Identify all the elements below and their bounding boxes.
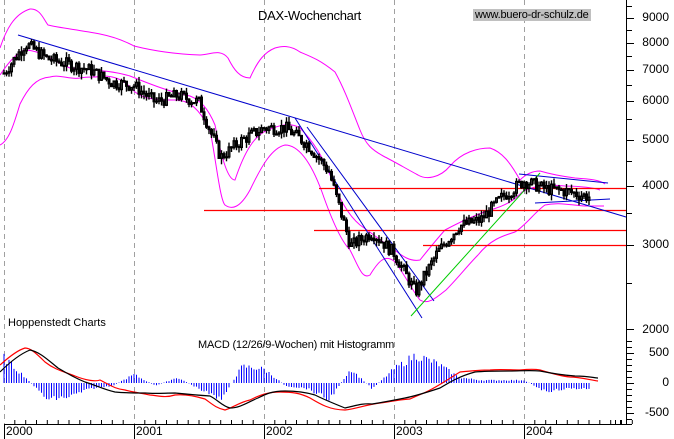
- price-tick-5000: 5000: [642, 132, 669, 146]
- bollinger-bands: [0, 8, 606, 303]
- bollinger-upper: [0, 8, 606, 185]
- year-label-2001: 2001: [136, 424, 163, 438]
- price-tick-7000: 7000: [642, 62, 669, 76]
- macd-line: [0, 349, 599, 409]
- price-tick-6000: 6000: [642, 93, 669, 107]
- macd-panel-title: MACD (12/26/9-Wochen) mit Histogramm: [198, 339, 395, 351]
- downtrend-channel-lower: [294, 117, 423, 319]
- bollinger-middle: [0, 49, 601, 261]
- bollinger-lower: [0, 75, 604, 303]
- data-source-label: Hoppenstedt Charts: [8, 317, 106, 329]
- range-lower: [534, 198, 611, 204]
- macd-histogram: [3, 353, 590, 401]
- year-label-2000: 2000: [6, 424, 33, 438]
- year-label-2004: 2004: [526, 424, 553, 438]
- price-candles: [2, 39, 591, 298]
- support-resistance-lines: [204, 187, 626, 247]
- price-tick-9000: 9000: [642, 10, 669, 24]
- macd-signal-line: [0, 347, 599, 411]
- year-label-2002: 2002: [266, 424, 293, 438]
- chart-title: DAX-Wochenchart: [258, 8, 361, 23]
- downtrend-channel-upper: [306, 126, 435, 302]
- macd-tick-0: 0: [662, 375, 669, 389]
- source-url: www.buero-dr-schulz.de: [473, 9, 591, 21]
- macd-tick-minus500: -500: [644, 405, 669, 419]
- x-minor-ticks-right: [615, 420, 621, 424]
- time-axis: [4, 420, 633, 439]
- price-tick-2000: 2000: [642, 322, 669, 336]
- macd-tick-500: 500: [648, 345, 669, 359]
- price-tick-3000: 3000: [642, 237, 669, 251]
- price-tick-4000: 4000: [642, 178, 669, 192]
- uptrend-line: [410, 172, 541, 317]
- year-gridlines: [4, 0, 525, 424]
- price-tick-8000: 8000: [642, 35, 669, 49]
- year-label-2003: 2003: [396, 424, 423, 438]
- price-axis: [626, 0, 634, 424]
- range-upper: [518, 173, 609, 184]
